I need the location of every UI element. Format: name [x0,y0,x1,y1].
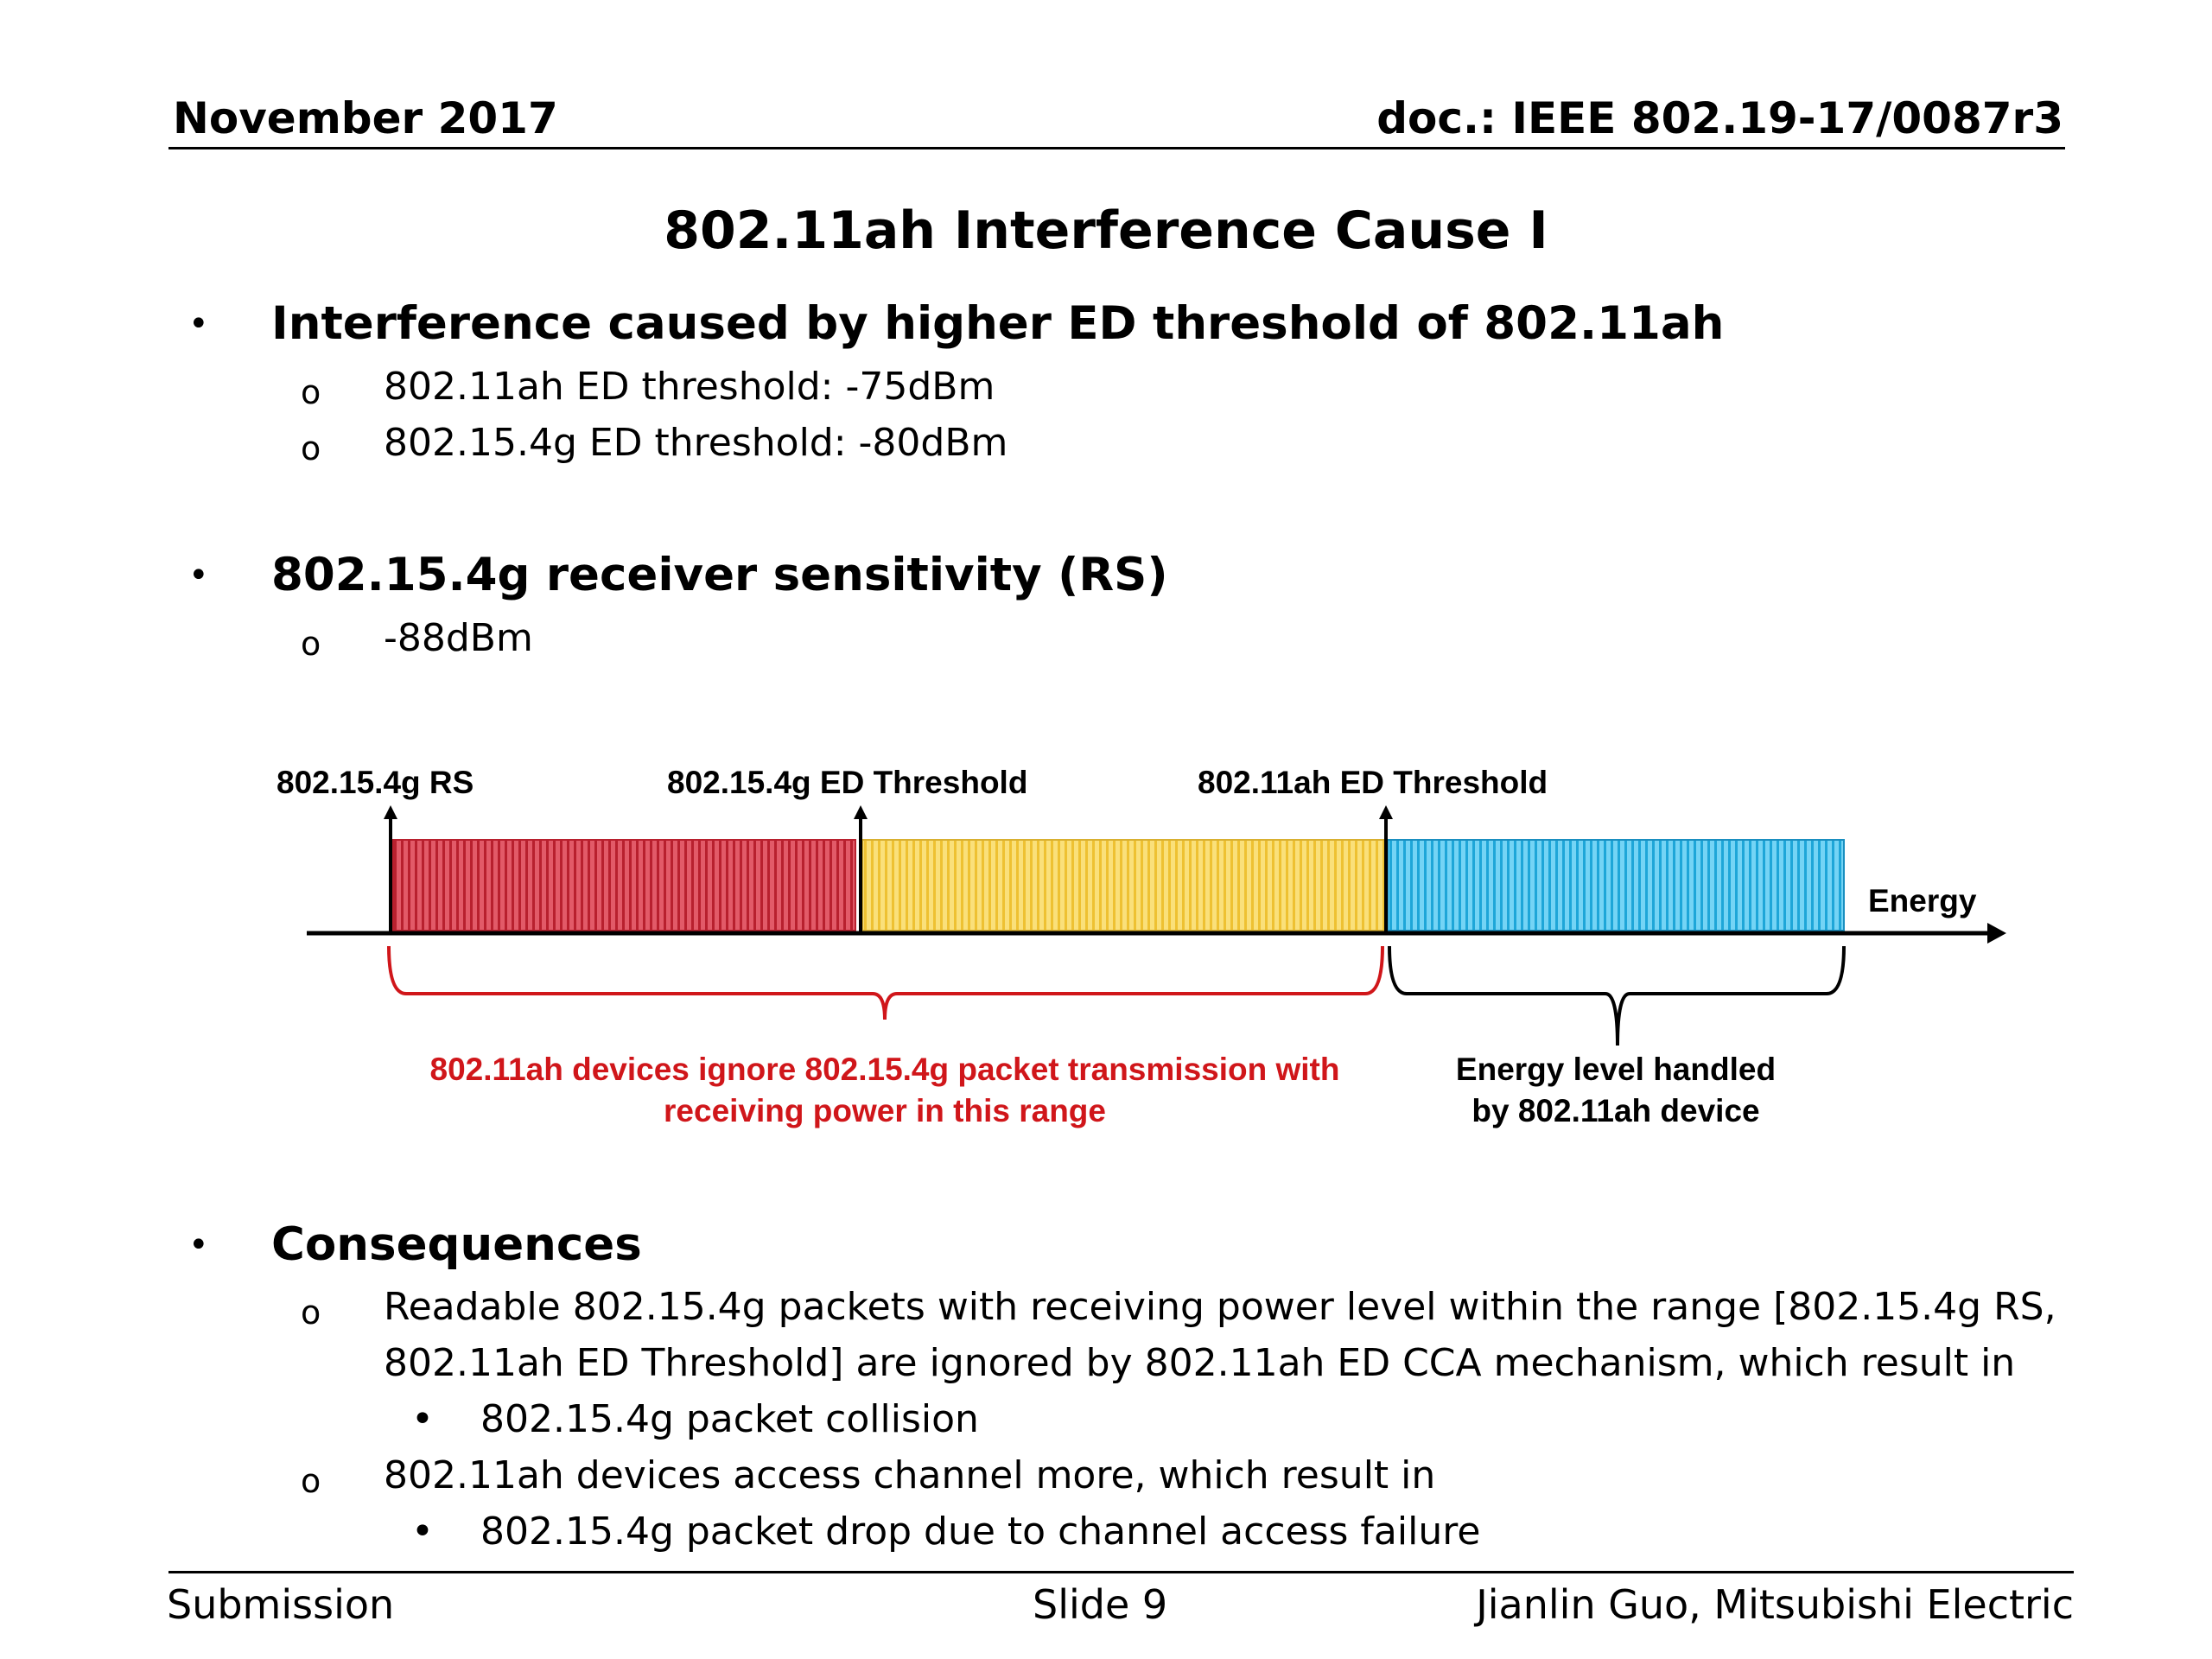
energy-axis-arrow [1987,923,2006,944]
sub-bullet-marker: o [301,429,321,467]
bullet-marker: • [188,556,209,595]
header-date: November 2017 [173,93,558,143]
band-ed154g-to-ed11ah [861,839,1389,931]
sub-sub-bullet-marker: • [411,1397,434,1441]
header-rule [168,147,2065,149]
footer-rule [168,1571,2074,1573]
sub-sub-bullet-marker: • [411,1510,434,1554]
header-doc-id: doc.: IEEE 802.19-17/0087r3 [1376,93,2063,143]
axis-label-energy: Energy [1868,883,1977,918]
bullet-3-sub-1-line-1: Readable 802.15.4g packets with receivin… [384,1285,2056,1329]
bullet-1-text: Interference caused by higher ED thresho… [271,297,1725,350]
handled-range-brace [1388,945,1846,1046]
sub-bullet-marker: o [301,1462,321,1500]
sub-bullet-marker: o [301,1294,321,1332]
bullet-3-sub-2-detail: 802.15.4g packet drop due to channel acc… [480,1510,1481,1554]
bullet-3-sub-1-detail: 802.15.4g packet collision [480,1397,979,1441]
sub-bullet-marker: o [301,373,321,411]
bullet-marker: • [188,304,209,344]
bullet-1-sub-2: 802.15.4g ED threshold: -80dBm [384,421,1008,465]
bullet-3-text: Consequences [271,1218,642,1271]
slide-title: 802.11ah Interference Cause I [664,200,1548,261]
marker-label-ed11ah: 802.11ah ED Threshold [1198,765,1548,800]
band-rs-to-ed154g [392,839,856,931]
bullet-3-sub-1-line-2: 802.11ah ED Threshold] are ignored by 80… [384,1341,2016,1385]
bullet-3-sub-2-line-1: 802.11ah devices access channel more, wh… [384,1453,1436,1497]
bullet-2-text: 802.15.4g receiver sensitivity (RS) [271,549,1168,601]
bullet-2-sub-1: -88dBm [384,616,533,660]
footer-submission: Submission [167,1581,395,1628]
band-above-ed11ah [1387,839,1845,931]
sub-bullet-marker: o [301,625,321,663]
marker-label-rs: 802.15.4g RS [276,765,474,800]
bullet-marker: • [188,1225,209,1265]
marker-label-ed154g: 802.15.4g ED Threshold [667,765,1028,800]
ignore-range-label-line-2: receiving power in this range [664,1093,1106,1128]
bullet-1-sub-1: 802.11ah ED threshold: -75dBm [384,365,995,409]
handled-range-label-line-1: Energy level handled [1455,1052,1777,1087]
ignore-range-brace [387,945,1384,1020]
footer-slide-number: Slide 9 [1033,1581,1168,1628]
handled-range-label-line-2: by 802.11ah device [1471,1093,1760,1128]
ignore-range-label-line-1: 802.11ah devices ignore 802.15.4g packet… [429,1052,1340,1087]
footer-author: Jianlin Guo, Mitsubishi Electric [1476,1581,2074,1628]
